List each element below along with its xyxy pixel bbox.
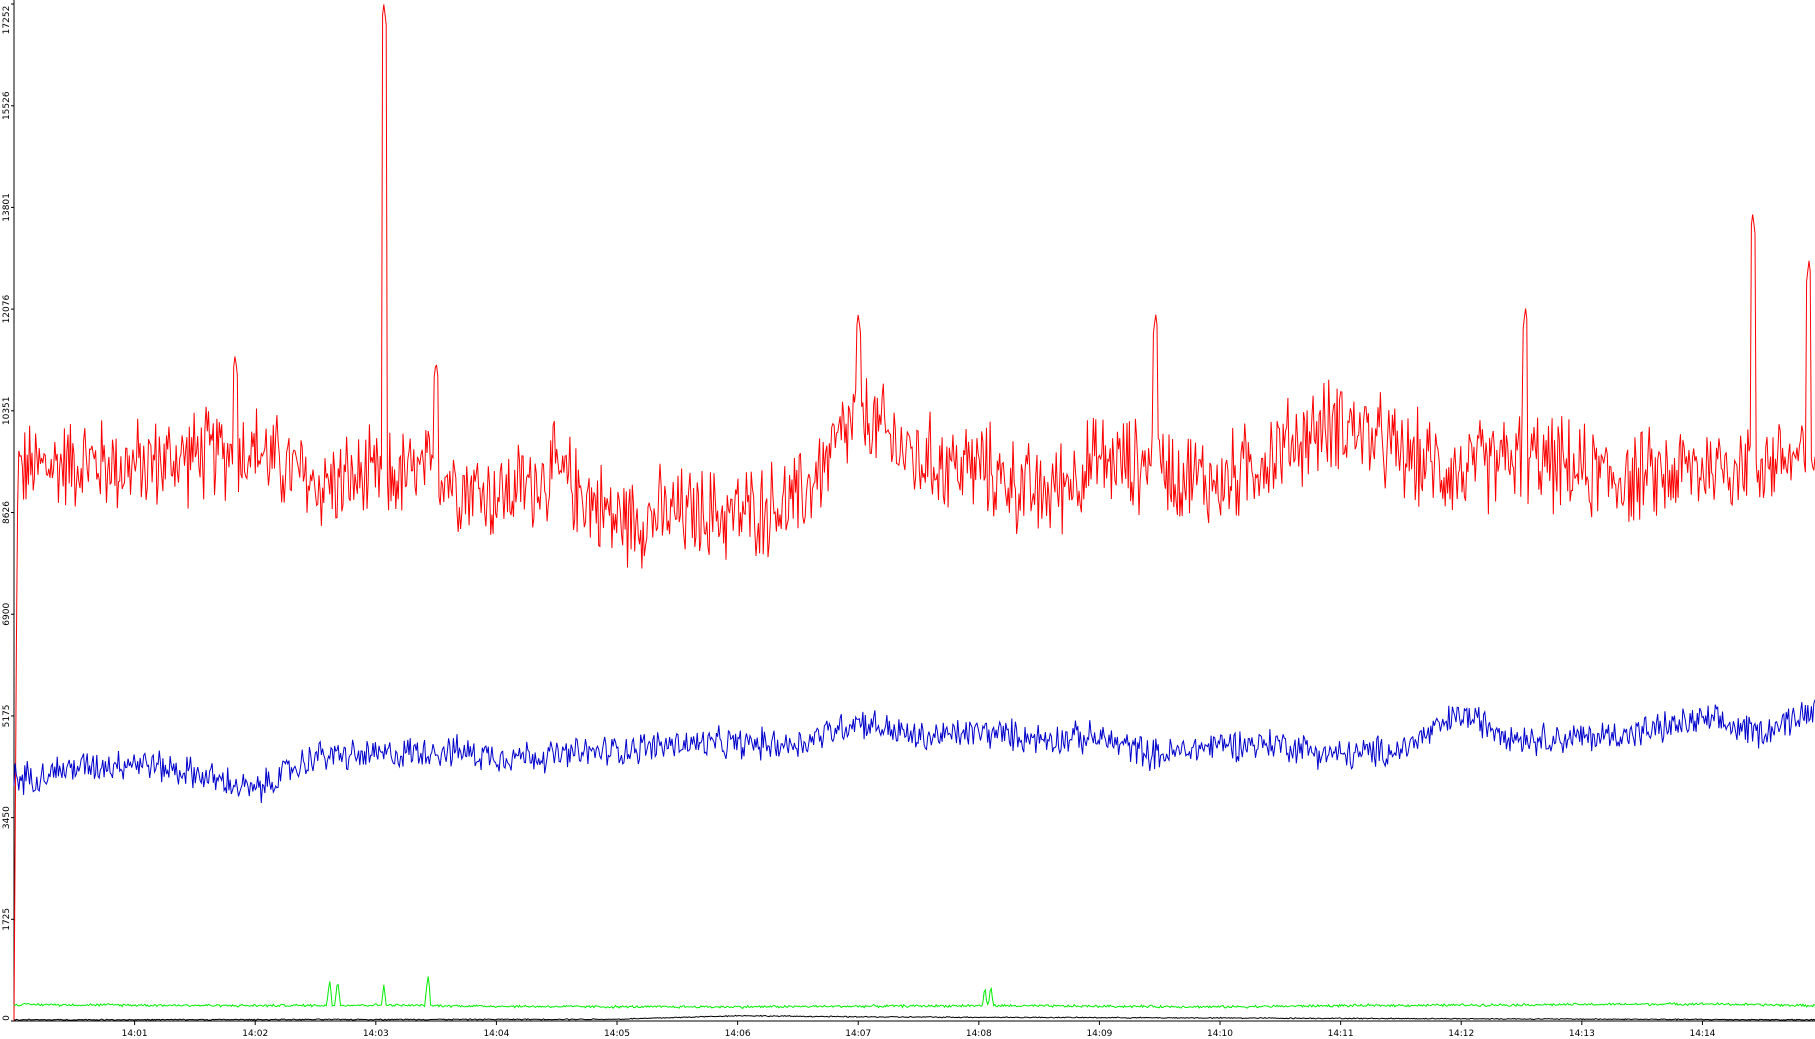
x-tick-label: 14:06 <box>725 1029 751 1039</box>
x-tick-label: 14:08 <box>966 1029 992 1039</box>
y-tick-label: 17252 <box>2 6 12 35</box>
y-tick-label: 6900 <box>2 603 12 626</box>
x-tick-label: 14:04 <box>483 1029 509 1039</box>
series-line-1 <box>13 4 1815 1022</box>
y-tick-label: 3450 <box>2 806 12 829</box>
y-tick-label: 5175 <box>2 704 12 727</box>
x-tick-label: 14:05 <box>604 1029 630 1039</box>
x-tick-label: 14:07 <box>845 1029 871 1039</box>
x-tick-label: 14:13 <box>1569 1029 1595 1039</box>
x-tick-label: 14:11 <box>1328 1029 1354 1039</box>
y-tick-label: 10351 <box>2 396 12 425</box>
x-tick-label: 14:01 <box>122 1029 148 1039</box>
x-tick-label: 14:03 <box>363 1029 389 1039</box>
y-tick-label: 13801 <box>2 193 12 222</box>
y-tick-label: 8626 <box>2 501 12 524</box>
y-axis-ticks: 0 1725 3450 5175 6900 8626 10351 12076 13801 1552… <box>2 3 14 1022</box>
y-tick-label: 12076 <box>2 295 12 324</box>
x-axis-ticks: 14:01 14:02 14:03 14:04 14:05 14:06 14:07 14:08… <box>122 1021 1716 1039</box>
y-tick-label: 1725 <box>2 908 12 931</box>
series-line-3 <box>13 976 1815 1009</box>
series-line-2 <box>13 699 1815 804</box>
x-tick-label: 14:10 <box>1207 1029 1233 1039</box>
x-tick-label: 14:14 <box>1689 1029 1715 1039</box>
series-line-4 <box>14 1014 1815 1021</box>
x-tick-label: 14:02 <box>242 1029 268 1039</box>
series-lines <box>13 4 1815 1022</box>
y-tick-label: 0 <box>2 1015 12 1021</box>
y-tick-label: 15526 <box>2 91 12 120</box>
x-tick-label: 14:12 <box>1448 1029 1474 1039</box>
x-tick-label: 14:09 <box>1086 1029 1112 1039</box>
